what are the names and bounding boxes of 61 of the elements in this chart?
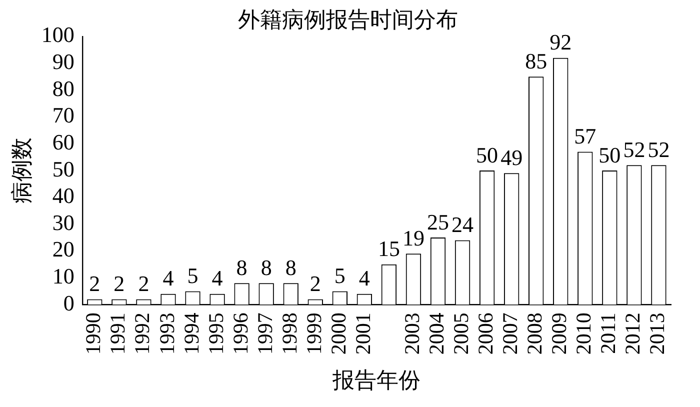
data-label: 5 [334, 262, 346, 288]
x-axis-title: 报告年份 [332, 368, 421, 393]
y-tick-label: 20 [52, 236, 74, 262]
x-tick-label: 2013 [645, 312, 670, 355]
y-tick-label: 80 [52, 76, 74, 101]
x-tick-label: 1993 [154, 312, 179, 355]
y-tick-label: 70 [52, 102, 74, 128]
data-label: 8 [285, 254, 296, 280]
x-tick-label: 1991 [106, 312, 130, 355]
y-tick-label: 60 [52, 129, 74, 154]
x-tick-label: 2006 [474, 312, 498, 355]
data-label: 2 [114, 271, 125, 296]
x-tick-label: 1990 [81, 312, 106, 355]
y-tick-label: 90 [52, 49, 74, 74]
data-label: 85 [525, 48, 548, 74]
x-tick-label: 2008 [522, 312, 547, 355]
data-label: 25 [427, 209, 449, 234]
data-label: 19 [402, 225, 424, 250]
x-tick-label: 1997 [252, 312, 277, 355]
x-tick-label: 2003 [400, 312, 424, 355]
data-label: 49 [500, 144, 523, 170]
y-tick-label: 30 [52, 210, 74, 235]
x-tick-label: 1995 [204, 312, 228, 355]
x-tick-label: 1999 [302, 312, 326, 355]
x-tick-label: 1996 [228, 312, 252, 355]
data-label: 15 [378, 236, 400, 262]
x-tick-label: 2012 [620, 312, 645, 355]
x-tick-label: 2005 [449, 312, 474, 355]
x-tick-label: 1992 [130, 312, 154, 355]
data-label: 92 [550, 30, 572, 55]
data-label: 50 [598, 142, 621, 168]
data-label: 52 [648, 136, 670, 162]
data-label: 57 [574, 124, 596, 149]
y-tick-label: 100 [41, 22, 74, 48]
x-tick-label: 2007 [498, 312, 522, 355]
data-label: 24 [452, 212, 474, 238]
data-label: 2 [310, 271, 321, 296]
data-label: 8 [260, 254, 272, 280]
y-tick-label: 40 [52, 183, 74, 208]
data-label: 2 [89, 271, 100, 296]
y-tick-label: 50 [52, 156, 74, 182]
x-tick-label: 1994 [179, 312, 204, 355]
data-label: 4 [358, 266, 370, 291]
x-tick-label: 2004 [424, 312, 449, 355]
data-label: 50 [476, 142, 498, 168]
x-tick-label: 2001 [350, 312, 375, 355]
y-axis-title: 病例数 [8, 138, 34, 204]
data-label: 4 [212, 266, 223, 291]
y-tick-label: 10 [52, 264, 74, 289]
data-label: 5 [187, 262, 198, 288]
data-label: 2 [138, 271, 150, 296]
data-label: 52 [623, 136, 646, 162]
data-label: 8 [236, 254, 248, 280]
chart-title: 外籍病例报告时间分布 [238, 6, 458, 32]
x-tick-label: 1998 [277, 312, 302, 355]
data-label: 4 [162, 266, 174, 291]
x-tick-label: 2000 [326, 312, 350, 355]
x-tick-label: 2011 [596, 312, 620, 354]
x-tick-label: 2010 [572, 312, 596, 355]
x-tick-label: 2009 [547, 312, 572, 355]
y-tick-label: 0 [63, 290, 74, 316]
